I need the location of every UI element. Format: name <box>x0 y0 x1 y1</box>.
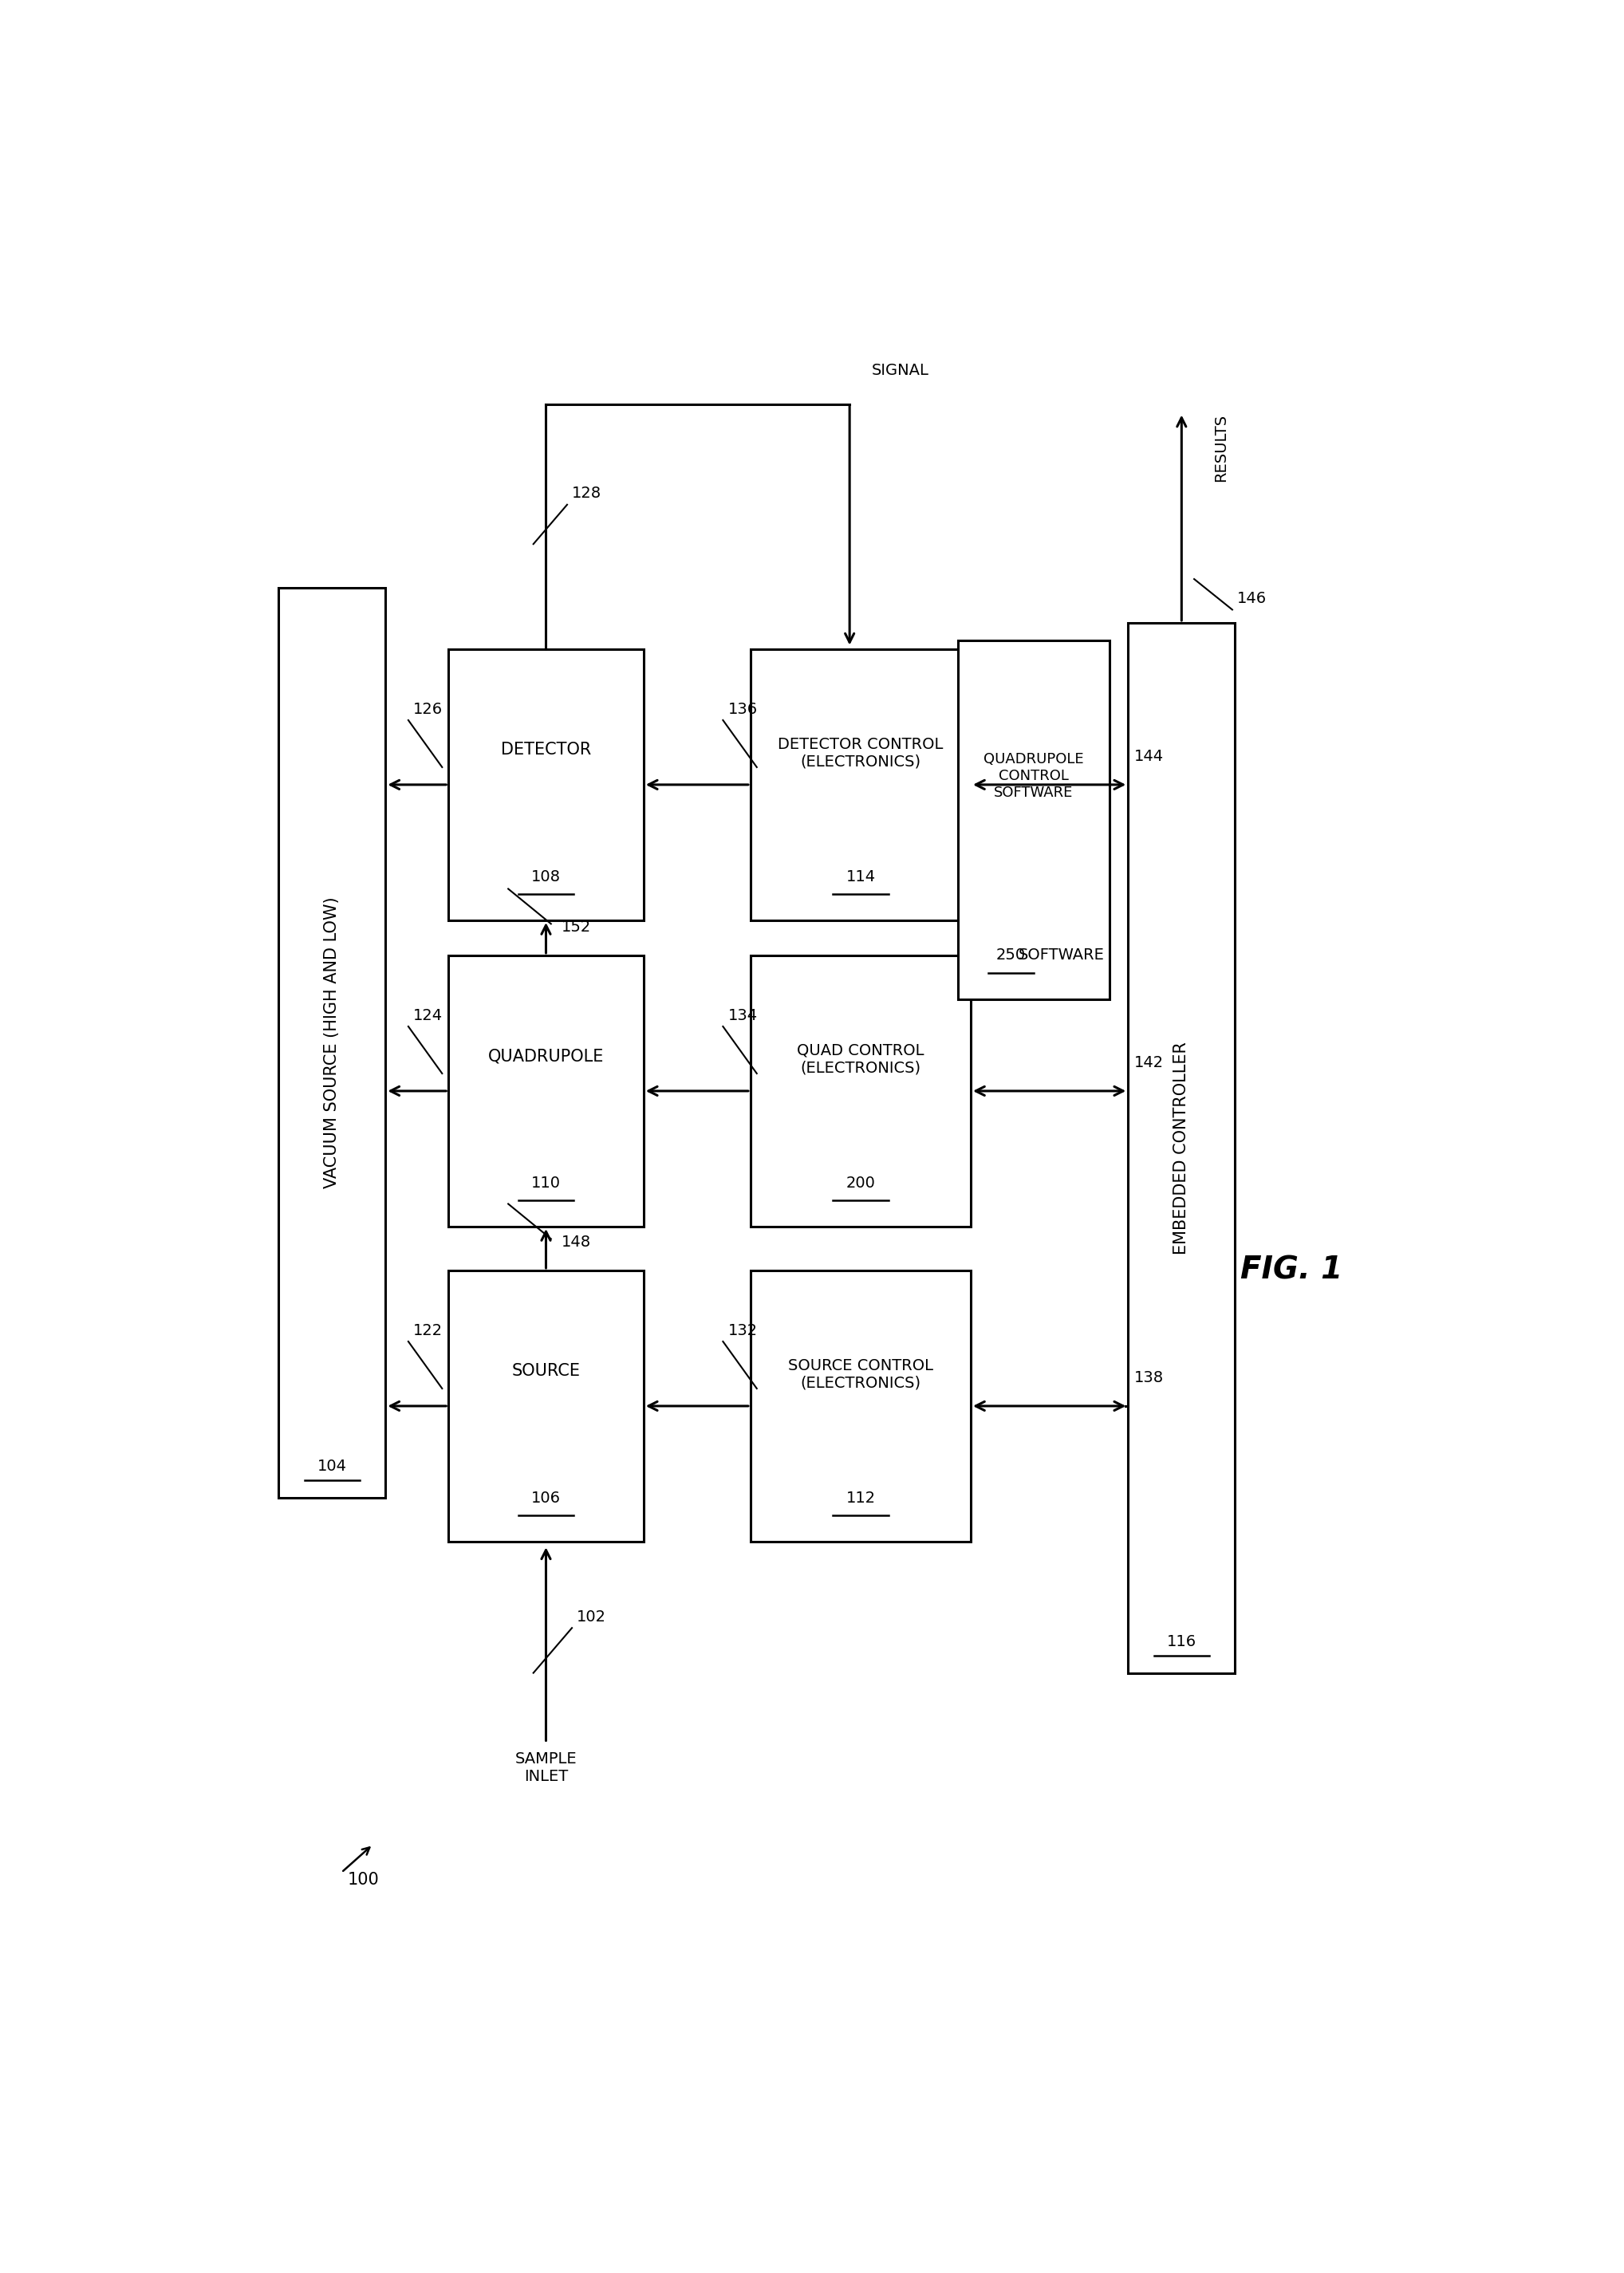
Bar <box>750 1271 971 1541</box>
Text: RESULTS: RESULTS <box>1213 414 1228 482</box>
Text: 104: 104 <box>317 1459 348 1473</box>
Text: 122: 122 <box>414 1323 443 1339</box>
Text: 126: 126 <box>414 702 443 716</box>
Text: 108: 108 <box>531 868 560 884</box>
Text: 152: 152 <box>560 918 591 934</box>
Text: SOURCE: SOURCE <box>512 1364 580 1380</box>
Text: 250: 250 <box>996 948 1026 964</box>
Text: 134: 134 <box>728 1007 758 1023</box>
Text: 112: 112 <box>846 1491 875 1505</box>
Text: 100: 100 <box>348 1871 380 1887</box>
Text: EMBEDDED CONTROLLER: EMBEDDED CONTROLLER <box>1174 1041 1189 1255</box>
Text: 132: 132 <box>728 1323 758 1339</box>
Text: 116: 116 <box>1166 1634 1197 1648</box>
Text: 138: 138 <box>1134 1371 1164 1384</box>
Text: DETECTOR CONTROL
(ELECTRONICS): DETECTOR CONTROL (ELECTRONICS) <box>778 736 944 771</box>
Text: 146: 146 <box>1237 591 1267 607</box>
Text: SOFTWARE: SOFTWARE <box>1018 948 1104 964</box>
Text: 124: 124 <box>414 1007 443 1023</box>
Text: 114: 114 <box>846 868 875 884</box>
Text: 148: 148 <box>560 1234 591 1250</box>
Bar <box>448 650 643 921</box>
Text: 200: 200 <box>846 1175 875 1191</box>
Text: QUAD CONTROL
(ELECTRONICS): QUAD CONTROL (ELECTRONICS) <box>797 1043 924 1075</box>
Bar <box>448 1271 643 1541</box>
Text: 142: 142 <box>1134 1055 1164 1071</box>
Bar <box>750 955 971 1227</box>
Text: 106: 106 <box>531 1491 560 1505</box>
Text: QUADRUPOLE
CONTROL
SOFTWARE: QUADRUPOLE CONTROL SOFTWARE <box>984 752 1083 800</box>
Text: FIG. 1: FIG. 1 <box>1241 1255 1343 1287</box>
Text: 102: 102 <box>577 1609 606 1625</box>
Bar <box>750 650 971 921</box>
Text: VACUUM SOURCE (HIGH AND LOW): VACUUM SOURCE (HIGH AND LOW) <box>325 898 339 1189</box>
Text: 144: 144 <box>1134 748 1164 764</box>
Text: SAMPLE
INLET: SAMPLE INLET <box>515 1752 577 1784</box>
Text: 128: 128 <box>572 486 603 500</box>
Text: SOURCE CONTROL
(ELECTRONICS): SOURCE CONTROL (ELECTRONICS) <box>788 1359 934 1391</box>
Text: 110: 110 <box>531 1175 560 1191</box>
Text: QUADRUPOLE: QUADRUPOLE <box>487 1048 604 1064</box>
Text: 136: 136 <box>728 702 758 716</box>
Bar <box>279 589 385 1498</box>
Bar <box>1129 623 1234 1673</box>
Bar <box>448 955 643 1227</box>
Text: DETECTOR: DETECTOR <box>500 741 591 757</box>
Text: SIGNAL: SIGNAL <box>872 364 929 377</box>
Bar <box>958 641 1109 1000</box>
